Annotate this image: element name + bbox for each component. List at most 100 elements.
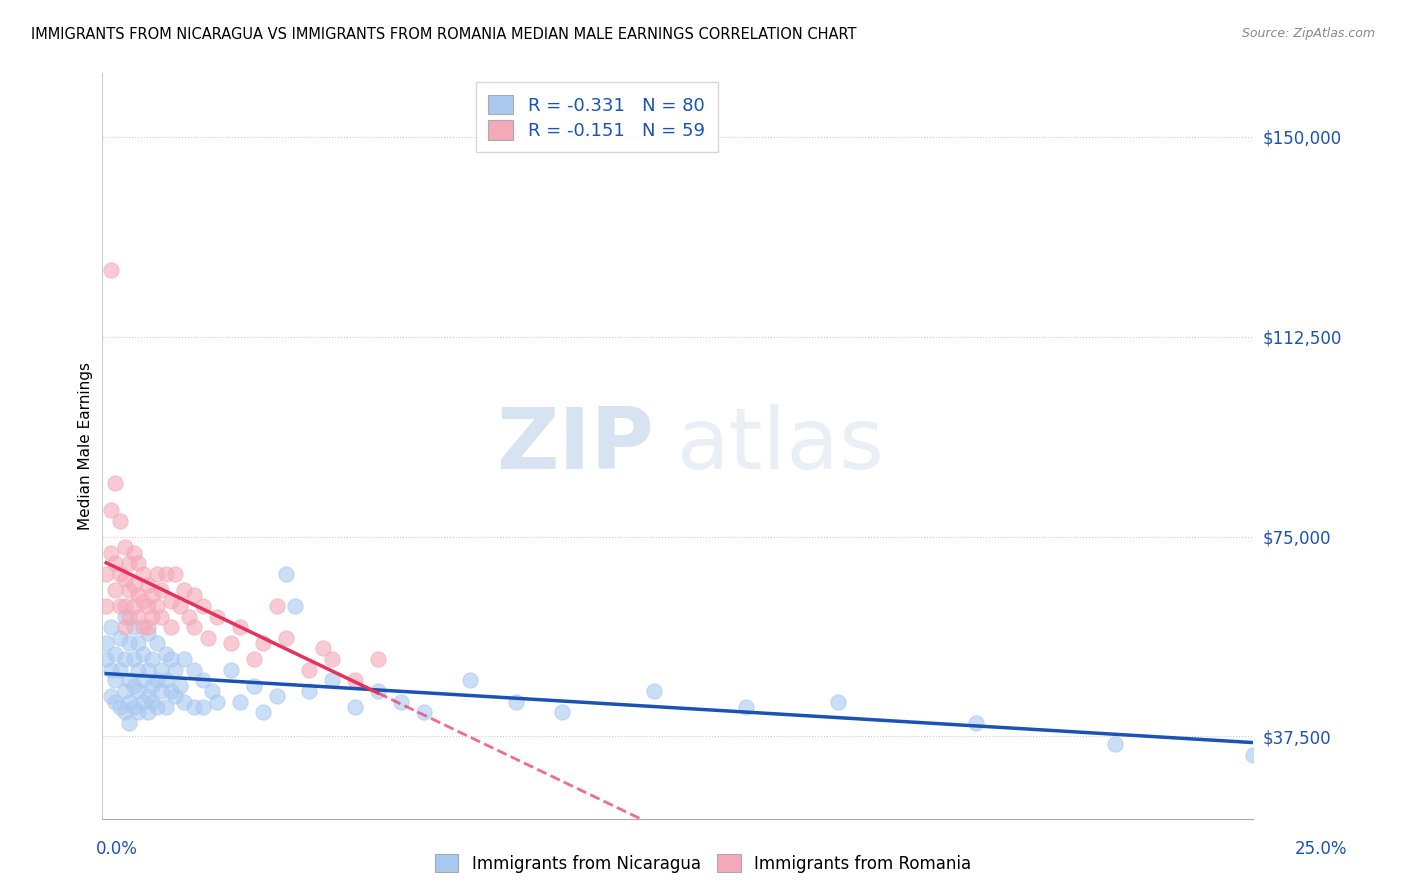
Point [191, 599, 214, 613]
Point [183, 620, 205, 634]
Point [159, 652, 181, 666]
Point [104, 556, 127, 570]
Point [122, 700, 145, 714]
Point [1241, 747, 1264, 762]
Point [104, 582, 127, 597]
Point [321, 652, 343, 666]
Text: 25.0%: 25.0% [1295, 840, 1347, 858]
Point [274, 631, 297, 645]
Point [127, 663, 149, 677]
Point [122, 620, 145, 634]
Point [146, 700, 169, 714]
Point [169, 599, 191, 613]
Point [191, 700, 214, 714]
Point [252, 636, 274, 650]
Point [343, 673, 366, 688]
Point [132, 620, 155, 634]
Y-axis label: Median Male Earnings: Median Male Earnings [79, 362, 93, 530]
Point [183, 588, 205, 602]
Point [114, 541, 136, 555]
Point [155, 700, 177, 714]
Point [118, 673, 141, 688]
Point [284, 599, 307, 613]
Point [146, 636, 169, 650]
Point [127, 636, 149, 650]
Point [298, 684, 321, 698]
Point [104, 673, 127, 688]
Text: 0.0%: 0.0% [96, 840, 138, 858]
Point [127, 609, 149, 624]
Point [114, 652, 136, 666]
Point [229, 695, 252, 709]
Point [114, 572, 136, 586]
Point [155, 673, 177, 688]
Point [155, 647, 177, 661]
Text: Source: ZipAtlas.com: Source: ZipAtlas.com [1241, 27, 1375, 40]
Point [122, 652, 145, 666]
Point [114, 684, 136, 698]
Point [136, 706, 159, 720]
Point [132, 695, 155, 709]
Point [114, 620, 136, 634]
Point [505, 695, 527, 709]
Point [146, 673, 169, 688]
Point [551, 706, 574, 720]
Point [311, 641, 333, 656]
Point [165, 690, 187, 704]
Point [100, 545, 122, 559]
Point [122, 577, 145, 591]
Point [118, 716, 141, 731]
Point [165, 566, 187, 581]
Point [159, 593, 181, 607]
Point [114, 609, 136, 624]
Text: IMMIGRANTS FROM NICARAGUA VS IMMIGRANTS FROM ROMANIA MEDIAN MALE EARNINGS CORREL: IMMIGRANTS FROM NICARAGUA VS IMMIGRANTS … [31, 27, 856, 42]
Point [141, 652, 163, 666]
Point [173, 652, 195, 666]
Point [141, 609, 163, 624]
Point [127, 588, 149, 602]
Point [136, 663, 159, 677]
Point [136, 625, 159, 640]
Point [165, 663, 187, 677]
Point [108, 599, 131, 613]
Point [965, 716, 987, 731]
Point [298, 663, 321, 677]
Point [201, 684, 224, 698]
Point [146, 566, 169, 581]
Point [219, 663, 242, 677]
Point [118, 556, 141, 570]
Point [229, 620, 252, 634]
Point [735, 700, 758, 714]
Point [242, 652, 264, 666]
Point [177, 609, 200, 624]
Point [108, 700, 131, 714]
Point [100, 620, 122, 634]
Point [118, 582, 141, 597]
Point [132, 647, 155, 661]
Point [96, 636, 118, 650]
Point [127, 706, 149, 720]
Text: atlas: atlas [678, 404, 886, 488]
Point [100, 503, 122, 517]
Point [321, 673, 343, 688]
Point [159, 684, 181, 698]
Point [96, 566, 118, 581]
Point [141, 679, 163, 693]
Point [191, 673, 214, 688]
Point [827, 695, 849, 709]
Point [150, 609, 173, 624]
Point [141, 588, 163, 602]
Point [104, 695, 127, 709]
Point [108, 631, 131, 645]
Point [100, 690, 122, 704]
Point [96, 599, 118, 613]
Point [132, 673, 155, 688]
Point [127, 684, 149, 698]
Point [252, 706, 274, 720]
Point [343, 700, 366, 714]
Point [136, 690, 159, 704]
Point [169, 679, 191, 693]
Point [1104, 738, 1126, 752]
Legend: R = -0.331   N = 80, R = -0.151   N = 59: R = -0.331 N = 80, R = -0.151 N = 59 [475, 82, 717, 153]
Point [122, 599, 145, 613]
